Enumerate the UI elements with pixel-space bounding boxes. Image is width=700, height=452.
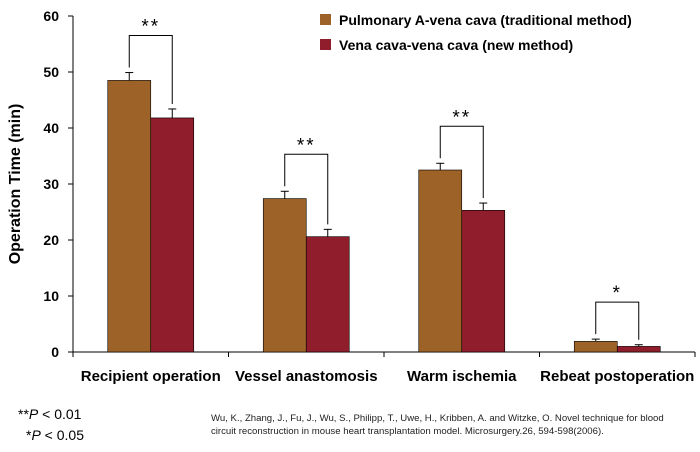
bar-traditional (262, 198, 307, 353)
significance-bracket (439, 125, 484, 199)
legend-label: Pulmonary A-vena cava (traditional metho… (339, 12, 632, 28)
labels: Operation Time (min) Recipient operation *… (7, 17, 694, 385)
y-tick-label: 10 (43, 288, 59, 304)
bar-new (461, 210, 506, 353)
significance-label: ** (297, 135, 316, 156)
bar-traditional (418, 169, 463, 353)
y-tick-label: 40 (43, 120, 59, 136)
x-category-label: Rebeat postoperation (540, 368, 694, 385)
significance-note-double: **P < 0.01 (18, 406, 82, 422)
bar-traditional (107, 80, 152, 353)
bar-traditional (573, 341, 618, 353)
significance-note-single: *P < 0.05 (26, 427, 84, 443)
significance-label: * (613, 283, 622, 304)
citation-text: Wu, K., Zhang, J., Fu, J., Wu, S., Phili… (211, 413, 664, 437)
bars (107, 72, 661, 353)
legend-swatch (320, 39, 331, 50)
y-tick-label: 30 (43, 176, 59, 192)
legend-swatch (320, 14, 331, 25)
significance-bracket (595, 301, 640, 340)
bar-new (616, 346, 661, 353)
bar-new (305, 236, 350, 353)
legend-label: Vena cava-vena cava (new method) (339, 37, 573, 53)
y-axis-title: Operation Time (min) (7, 104, 24, 265)
y-tick-label: 50 (43, 64, 59, 80)
significance-label: ** (141, 17, 160, 38)
x-category-label: Recipient operation (81, 368, 221, 385)
x-category-label: Vessel anastomosis (235, 368, 378, 385)
y-tick-label: 20 (43, 232, 59, 248)
y-tick-label: 0 (51, 344, 59, 360)
bar-new (150, 117, 195, 353)
significance-bracket (284, 153, 329, 225)
significance-label: ** (452, 107, 471, 128)
x-category-label: Warm ischemia (407, 368, 517, 385)
y-tick-label: 60 (43, 8, 59, 24)
significance-bracket (128, 35, 173, 104)
legend: Pulmonary A-vena cava (traditional metho… (320, 12, 632, 53)
